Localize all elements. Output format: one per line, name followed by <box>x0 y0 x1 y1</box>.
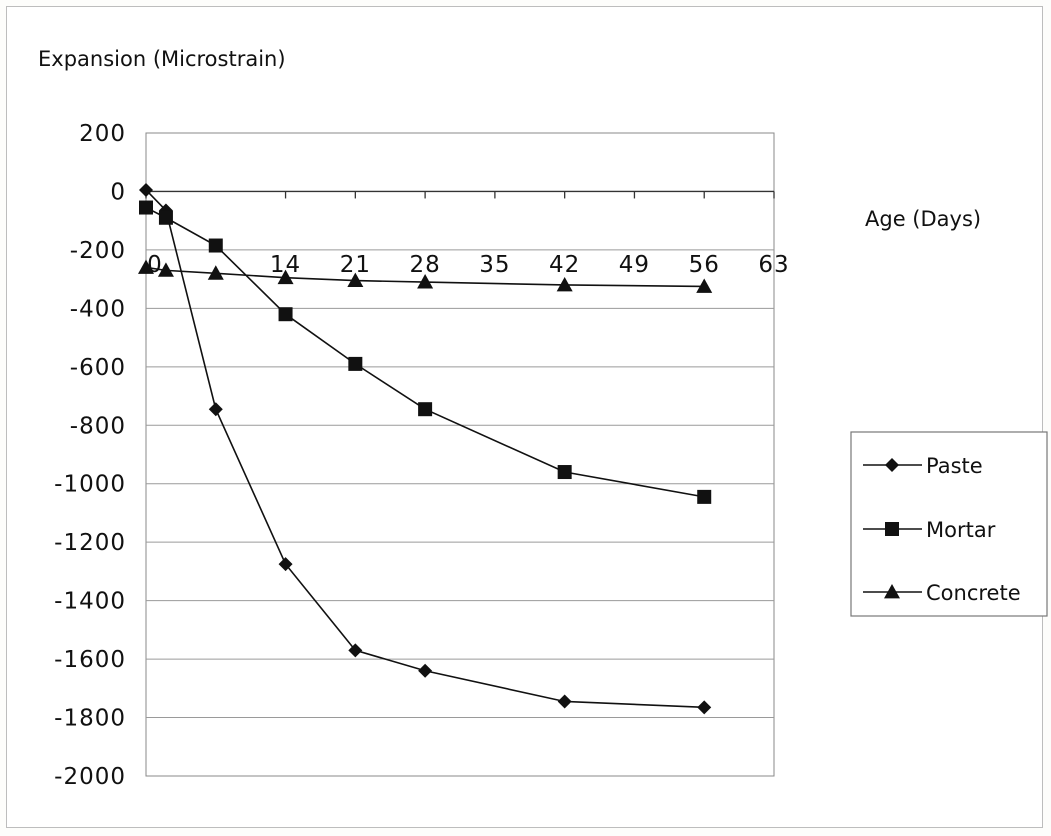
mortar-point <box>278 307 293 322</box>
plot-area <box>145 132 775 777</box>
legend-item-mortar: Mortar <box>863 518 996 542</box>
x-tick-label: 28 <box>409 252 440 278</box>
concrete-point <box>417 274 434 289</box>
mortar-point <box>139 200 153 215</box>
y-axis: 200 0 -200 -400 -600 -800 -1000 -1200 -1400 -1600… <box>54 121 126 790</box>
paste-point <box>208 402 223 417</box>
paste-point <box>348 643 363 658</box>
x-tick-label: 49 <box>619 252 650 278</box>
mortar-point <box>348 356 363 371</box>
legend-marker-concrete <box>884 584 900 599</box>
y-axis-title: Expansion (Microstrain) <box>38 47 286 71</box>
y-tick-label: -1800 <box>54 706 126 732</box>
paste-point <box>697 700 712 715</box>
x-tick-label: 35 <box>479 252 510 278</box>
legend: Paste Mortar Concrete <box>863 454 1021 605</box>
series-layer <box>138 182 713 715</box>
mortar-point <box>208 238 223 253</box>
y-tick-label: 200 <box>79 121 126 147</box>
paste-point <box>139 182 153 197</box>
concrete-point <box>138 259 154 274</box>
y-tick-label: 0 <box>110 179 126 205</box>
y-tick-label: -1400 <box>54 589 126 615</box>
mortar-point <box>418 402 433 417</box>
paste-point <box>418 663 433 678</box>
concrete-line <box>145 266 705 288</box>
mortar-point <box>697 489 712 504</box>
legend-box <box>850 431 1048 617</box>
legend-item-paste: Paste <box>863 454 983 478</box>
x-axis-title: Age (Days) <box>865 207 981 231</box>
legend-marker-mortar <box>885 522 899 536</box>
legend-label: Mortar <box>926 518 996 542</box>
legend-marker-paste <box>885 458 899 472</box>
mortar-point <box>557 465 572 480</box>
y-tick-label: -400 <box>70 296 126 322</box>
legend-item-concrete: Concrete <box>863 581 1021 605</box>
series-mortar <box>139 200 712 504</box>
y-tick-label: -1000 <box>54 472 126 498</box>
mortar-line <box>145 206 705 498</box>
concrete-point <box>556 276 573 292</box>
y-tick-label: -600 <box>70 355 126 381</box>
chart-frame <box>6 6 1043 828</box>
legend-label: Paste <box>926 454 983 478</box>
y-tick-label: -1600 <box>54 647 126 673</box>
x-tick-label: 42 <box>549 252 580 278</box>
paste-point <box>557 694 572 709</box>
paste-point <box>278 557 293 572</box>
concrete-point <box>157 262 174 277</box>
paste-line <box>145 189 705 709</box>
series-concrete <box>138 259 713 293</box>
x-tick-label: 63 <box>758 252 789 278</box>
concrete-point <box>207 265 224 280</box>
concrete-point <box>347 272 364 287</box>
concrete-point <box>277 269 294 285</box>
x-tick-label: 56 <box>689 252 720 278</box>
x-axis: 0 14 21 28 35 42 49 56 63 <box>145 190 789 278</box>
y-tick-label: -200 <box>70 238 126 264</box>
legend-label: Concrete <box>926 581 1021 605</box>
y-tick-label: -800 <box>70 413 126 439</box>
concrete-point <box>696 278 713 293</box>
y-tick-label: -1200 <box>54 530 126 556</box>
mortar-point <box>158 210 173 225</box>
y-tick-label: -2000 <box>54 764 126 790</box>
